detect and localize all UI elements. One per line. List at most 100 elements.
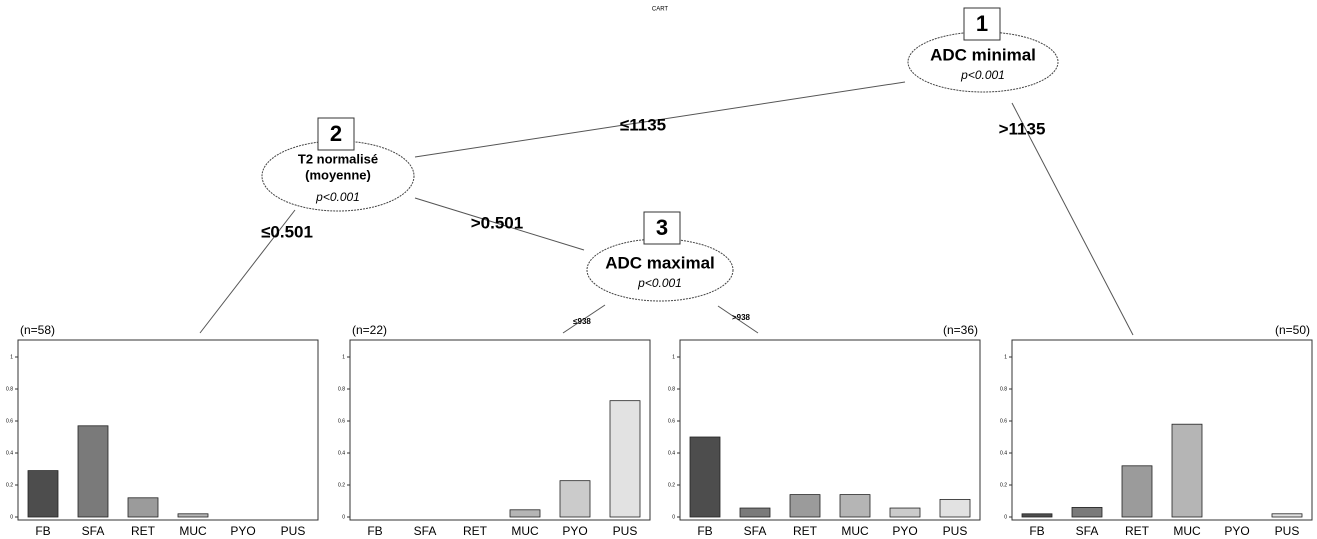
y-tick-label: 0.6 — [6, 418, 13, 424]
node-id-box — [317, 117, 355, 151]
edge-label: >938 — [732, 313, 751, 322]
edge-label: ≤0.501 — [261, 222, 313, 241]
y-tick-label: 0.6 — [1000, 418, 1007, 424]
x-tick-label: SFA — [1076, 524, 1099, 538]
bar — [559, 480, 591, 518]
y-tick-label: 1 — [1004, 354, 1007, 360]
x-tick-label: MUC — [841, 524, 869, 538]
x-tick-label: SFA — [414, 524, 437, 538]
node-id-box — [963, 7, 1001, 41]
x-tick-label: PUS — [281, 524, 306, 538]
y-tick-label: 0.6 — [668, 418, 675, 424]
y-tick-label: 0 — [10, 514, 13, 520]
x-tick-label: FB — [1029, 524, 1044, 538]
plot-frame — [1011, 339, 1313, 521]
node-label: ADC maximal — [605, 253, 715, 272]
y-tick-label: 0.2 — [1000, 482, 1007, 488]
chart-title: (n=22) — [352, 323, 387, 337]
tree-edge — [414, 81, 906, 158]
x-tick-label: PUS — [613, 524, 638, 538]
bar — [839, 494, 871, 518]
x-tick-label: PYO — [892, 524, 917, 538]
tree-edge — [562, 304, 606, 334]
edge-label: ≤1135 — [620, 115, 666, 134]
bar — [27, 470, 59, 518]
node-p: p<0.001 — [960, 68, 1005, 82]
bar — [889, 507, 921, 518]
bar — [939, 498, 971, 518]
x-tick-label: PYO — [562, 524, 587, 538]
x-tick-label: PUS — [943, 524, 968, 538]
tree-edge — [1011, 102, 1134, 336]
x-tick-label: FB — [697, 524, 712, 538]
node-ellipse — [586, 238, 734, 302]
bar — [1271, 513, 1303, 518]
x-tick-label: MUC — [1173, 524, 1201, 538]
y-tick-label: 0 — [342, 514, 345, 520]
y-tick-label: 0 — [672, 514, 675, 520]
figure-title: CART — [652, 7, 669, 13]
chart-title: (n=58) — [20, 323, 55, 337]
x-tick-label: FB — [35, 524, 50, 538]
node-id: 3 — [656, 215, 668, 240]
x-tick-label: PUS — [1275, 524, 1300, 538]
bar — [689, 436, 721, 518]
y-tick-label: 0.2 — [668, 482, 675, 488]
x-tick-label: PYO — [230, 524, 255, 538]
node-id-box — [643, 211, 681, 245]
plot-frame — [17, 339, 319, 521]
bar — [789, 494, 821, 518]
bar — [127, 497, 159, 518]
y-tick-label: 1 — [672, 354, 675, 360]
y-tick-label: 0.4 — [1000, 450, 1007, 456]
x-tick-label: RET — [131, 524, 156, 538]
bar — [1071, 506, 1103, 518]
node-label: ADC minimal — [930, 45, 1036, 64]
node-p: p<0.001 — [315, 190, 360, 204]
y-tick-label: 0.8 — [6, 386, 13, 392]
y-tick-label: 0.8 — [1000, 386, 1007, 392]
edge-label: >0.501 — [471, 213, 523, 232]
x-tick-label: MUC — [511, 524, 539, 538]
x-tick-label: SFA — [82, 524, 105, 538]
bar — [609, 400, 641, 518]
bar — [1171, 423, 1203, 518]
y-tick-label: 0.8 — [338, 386, 345, 392]
chart-title: (n=50) — [1275, 323, 1310, 337]
plot-frame — [349, 339, 651, 521]
x-tick-label: PYO — [1224, 524, 1249, 538]
node-id: 1 — [976, 11, 988, 36]
x-tick-label: RET — [1125, 524, 1150, 538]
y-tick-label: 1 — [342, 354, 345, 360]
tree-edge — [414, 197, 585, 251]
node-label: T2 normalisé — [298, 151, 378, 166]
bar — [77, 425, 109, 518]
node-label: (moyenne) — [305, 167, 371, 182]
y-tick-label: 0.4 — [668, 450, 675, 456]
x-tick-label: RET — [463, 524, 488, 538]
y-tick-label: 0 — [1004, 514, 1007, 520]
y-tick-label: 0.8 — [668, 386, 675, 392]
bar — [1121, 465, 1153, 518]
x-tick-label: SFA — [744, 524, 767, 538]
node-id: 2 — [330, 121, 342, 146]
node-p: p<0.001 — [637, 276, 682, 290]
x-tick-label: FB — [367, 524, 382, 538]
edge-label: ≤938 — [573, 317, 591, 326]
edge-label: >1135 — [999, 119, 1046, 138]
bar — [509, 509, 541, 518]
chart-title: (n=36) — [943, 323, 978, 337]
bar — [1021, 513, 1053, 518]
y-tick-label: 0.4 — [6, 450, 13, 456]
x-tick-label: RET — [793, 524, 818, 538]
y-tick-label: 0.2 — [6, 482, 13, 488]
y-tick-label: 1 — [10, 354, 13, 360]
y-tick-label: 0.4 — [338, 450, 345, 456]
tree-edge — [717, 305, 759, 334]
y-tick-label: 0.2 — [338, 482, 345, 488]
y-tick-label: 0.6 — [338, 418, 345, 424]
bar — [177, 513, 209, 518]
x-tick-label: MUC — [179, 524, 207, 538]
bar — [739, 507, 771, 518]
